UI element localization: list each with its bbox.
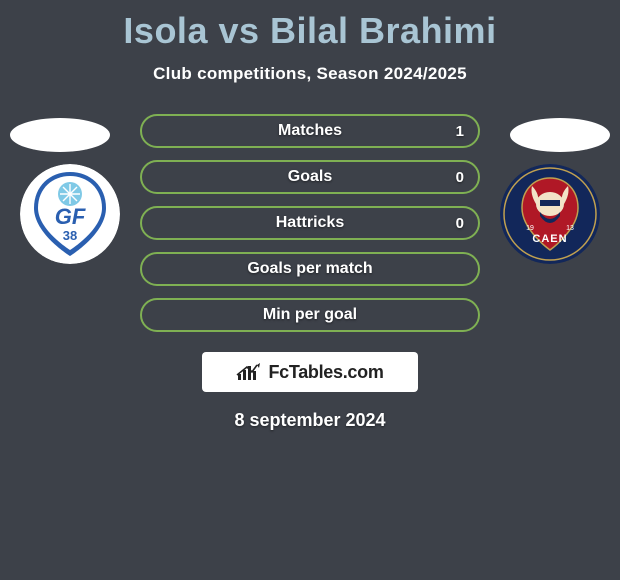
stat-label: Goals per match: [247, 260, 372, 278]
svg-text:CAEN: CAEN: [532, 233, 567, 245]
stat-value-right: 0: [456, 215, 464, 232]
svg-text:13: 13: [566, 225, 574, 232]
brand-chart-icon: [236, 362, 262, 382]
stat-label: Hattricks: [276, 214, 344, 232]
stat-row-hattricks: Hattricks 0: [140, 206, 480, 240]
brand-text: FcTables.com: [268, 362, 383, 383]
branding-box: FcTables.com: [202, 352, 418, 392]
club-badge-right-svg: CAEN 19 13: [500, 164, 600, 264]
stat-row-goals-per-match: Goals per match: [140, 252, 480, 286]
stat-row-matches: Matches 1: [140, 114, 480, 148]
club-badge-right: CAEN 19 13: [500, 164, 600, 264]
svg-text:GF: GF: [55, 204, 86, 229]
stats-list: Matches 1 Goals 0 Hattricks 0 Goals per …: [140, 114, 480, 332]
player-left-oval: [10, 118, 110, 152]
stat-value-right: 1: [456, 123, 464, 140]
subtitle: Club competitions, Season 2024/2025: [0, 64, 620, 84]
stat-label: Goals: [288, 168, 332, 186]
club-badge-left: GF 38: [20, 164, 120, 264]
stat-label: Min per goal: [263, 306, 357, 324]
stat-label: Matches: [278, 122, 342, 140]
player-right-oval: [510, 118, 610, 152]
page-title: Isola vs Bilal Brahimi: [0, 0, 620, 52]
svg-text:38: 38: [63, 228, 77, 243]
stat-row-min-per-goal: Min per goal: [140, 298, 480, 332]
comparison-content: GF 38 CAEN 19 13 Matches 1 Goals: [0, 114, 620, 431]
svg-text:19: 19: [526, 225, 534, 232]
stat-value-right: 0: [456, 169, 464, 186]
stat-row-goals: Goals 0: [140, 160, 480, 194]
club-badge-left-svg: GF 38: [20, 164, 120, 264]
date-text: 8 september 2024: [0, 410, 620, 431]
